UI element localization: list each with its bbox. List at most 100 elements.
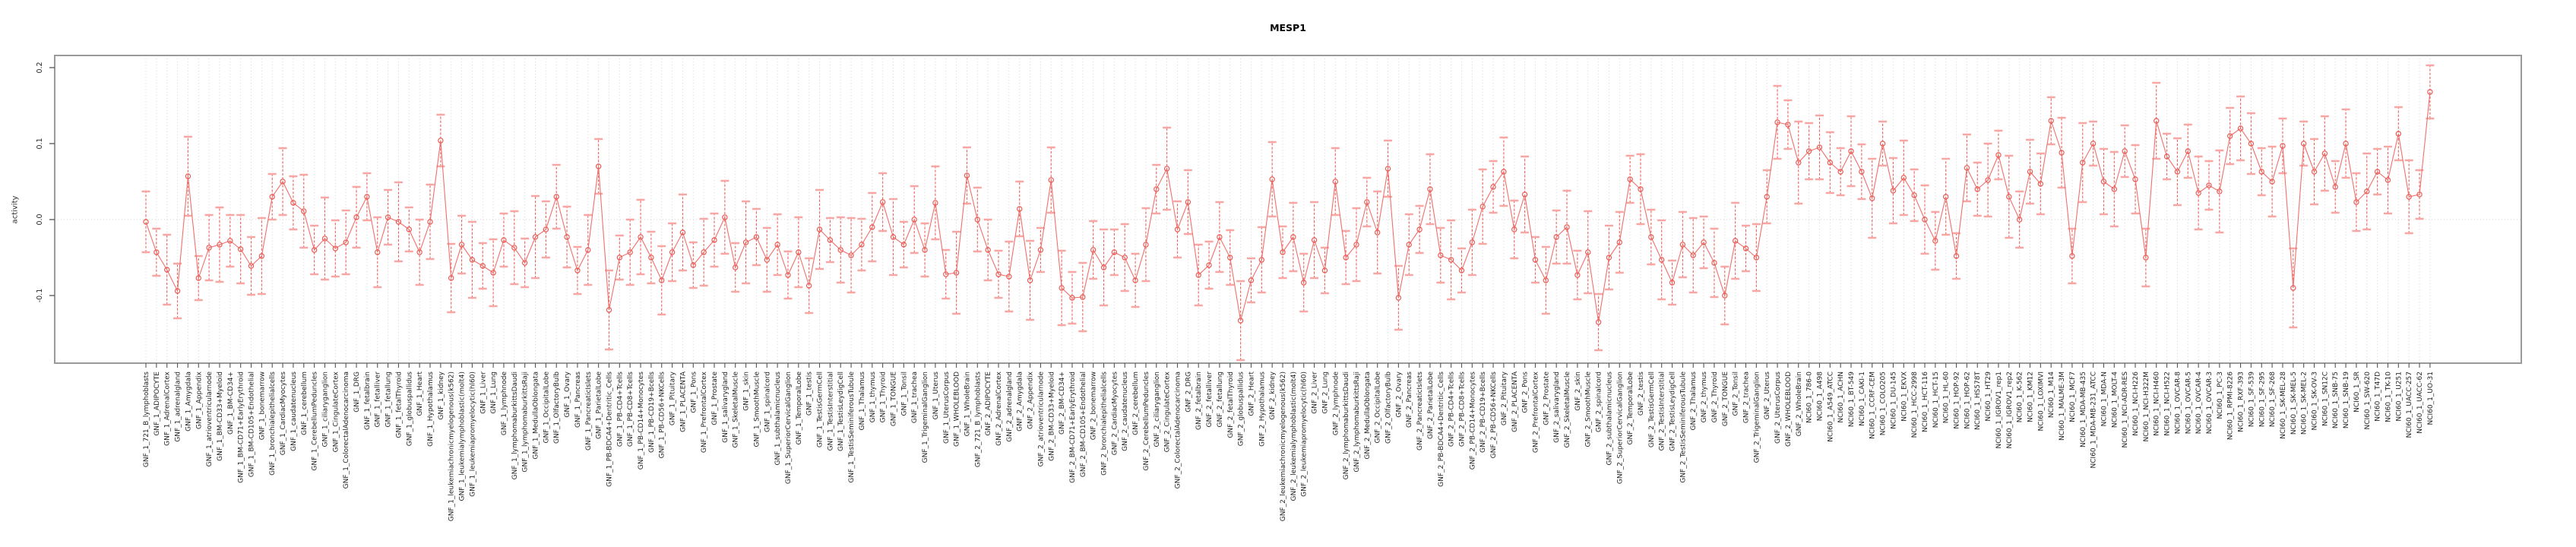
x-tick-label: GNF_2_PB-CD56+NKCells xyxy=(1490,372,1498,459)
x-tick-label: NCI60_1_ACHN xyxy=(1837,372,1845,423)
data-point-marker xyxy=(1638,186,1644,192)
data-point-marker xyxy=(1195,272,1201,278)
x-tick-label: GNF_2_PB-CD8+Tcells xyxy=(1459,372,1467,447)
x-tick-label: GNF_2_globuspallidus xyxy=(1238,372,1245,447)
data-point-marker xyxy=(816,226,823,232)
data-point-marker xyxy=(1154,186,1160,192)
data-point-marker xyxy=(2290,285,2296,291)
x-tick-label: GNF_1_lymphomaburkittsDaudi xyxy=(511,372,519,479)
data-point-marker xyxy=(974,217,981,223)
data-point-marker xyxy=(1069,295,1075,301)
data-point-marker xyxy=(2143,255,2149,261)
data-point-marker xyxy=(375,249,381,255)
data-point-marker xyxy=(796,249,802,255)
data-point-marker xyxy=(1543,277,1549,283)
data-point-marker xyxy=(1017,206,1023,212)
data-point-marker xyxy=(574,267,581,274)
data-point-marker xyxy=(1395,295,1402,301)
x-tick-label: NCI60_1_SF-295 xyxy=(2258,372,2266,427)
x-tick-label: GNF_2_721_B_lymphoblasts xyxy=(974,372,982,467)
data-point-marker xyxy=(2080,160,2086,166)
x-tick-label: GNF_2_spinalcord xyxy=(1596,372,1603,432)
data-point-marker xyxy=(2111,186,2118,192)
x-tick-label: GNF_2_PB-BDCA4+Dentritic_Cells xyxy=(1438,372,1445,487)
data-point-marker xyxy=(869,224,875,230)
x-tick-label: GNF_1_UterusCorpus xyxy=(943,372,951,444)
data-point-marker xyxy=(1879,141,1886,147)
data-point-marker xyxy=(521,260,528,266)
data-point-marker xyxy=(1301,280,1307,286)
x-tick-label: NCI60_1_CCRF-CEM xyxy=(1869,372,1877,439)
data-point-marker xyxy=(1764,194,1770,200)
x-tick-label: NCI60_1_SW-620 xyxy=(2364,372,2372,430)
x-tick-label: GNF_1_BM-CD71+EarlyErythroid xyxy=(238,372,245,483)
data-point-marker xyxy=(1206,262,1212,268)
x-tick-label: GNF_1_atrioventricularnode xyxy=(206,372,214,467)
x-tick-label: GNF_2_PLACENTA xyxy=(1511,371,1519,432)
data-point-marker xyxy=(2059,150,2065,156)
x-tick-label: GNF_2_WHOLEBLOOD xyxy=(1785,372,1793,447)
x-tick-label: GNF_2_Heart xyxy=(1248,372,1255,416)
x-tick-label: GNF_1_PrefrontalCortex xyxy=(701,371,708,453)
data-point-marker xyxy=(364,194,370,200)
x-tick-label: GNF_2_BM-CD34+ xyxy=(1059,372,1066,435)
data-point-marker xyxy=(2069,253,2075,259)
data-point-marker xyxy=(1532,257,1539,263)
x-tick-label: GNF_1_Appendix xyxy=(195,371,203,429)
data-point-marker xyxy=(1406,242,1412,248)
x-tick-label: GNF_2_lymphomaburkittsRaji xyxy=(1353,372,1361,473)
data-point-marker xyxy=(1553,234,1559,240)
x-tick-label: GNF_1_721_B_lymphoblasts xyxy=(143,372,150,467)
data-point-marker xyxy=(1837,169,1843,175)
data-point-marker xyxy=(890,234,897,240)
x-tick-label: NCI60_1_HS578T xyxy=(1974,372,1982,431)
data-point-marker xyxy=(1479,204,1486,210)
x-tick-label: GNF_2_skin xyxy=(1574,372,1582,411)
x-tick-label: GNF_1_thymus xyxy=(869,372,877,423)
data-point-marker xyxy=(638,234,644,240)
x-tick-label: NCI60_1_IGROV1_rep1 xyxy=(1995,372,2003,449)
data-point-marker xyxy=(2248,141,2255,147)
data-point-marker xyxy=(1469,239,1476,245)
data-point-marker xyxy=(153,249,160,255)
data-point-marker xyxy=(2037,181,2044,187)
x-tick-label: GNF_2_CerebellumPeduncles xyxy=(1143,372,1150,471)
x-tick-label: NCI60_1_TK-10 xyxy=(2385,372,2392,422)
x-tick-label: GNF_1_lymphnode xyxy=(501,372,508,436)
x-tick-label: GNF_1_ADIPOCYTE xyxy=(153,372,161,436)
data-point-marker xyxy=(2258,169,2264,175)
x-tick-label: GNF_2_lymphomaburkittsDaudi xyxy=(1343,372,1350,479)
x-tick-label: GNF_1_TONGUE xyxy=(890,372,897,426)
x-tick-label: GNF_2_Liver xyxy=(1312,372,1319,414)
x-tick-label: GNF_2_Pons xyxy=(1522,372,1530,413)
x-tick-label: GNF_1_ciliaryganglion xyxy=(321,372,329,447)
data-point-marker xyxy=(1100,264,1107,270)
x-tick-label: GNF_1_OccipitalLobe xyxy=(543,372,550,444)
data-point-marker xyxy=(269,194,275,200)
x-tick-label: GNF_2_MedullaOblongata xyxy=(1364,372,1372,460)
x-tick-label: GNF_2_TONGUE xyxy=(1722,372,1729,426)
data-point-marker xyxy=(321,236,328,242)
x-tick-label: GNF_2_PB-CD14+Monocytes xyxy=(1469,372,1476,470)
data-point-marker xyxy=(1985,177,1991,183)
x-tick-label: GNF_1_PB-CD56+NKCells xyxy=(659,372,666,459)
x-tick-label: GNF_1_PancreaticIslets xyxy=(585,372,593,451)
data-point-marker xyxy=(2321,150,2328,157)
x-tick-label: GNF_1_SmoothMuscle xyxy=(753,372,761,447)
x-tick-label: GNF_1_WHOLEBLOOD xyxy=(954,372,961,447)
x-tick-label: GNF_1_skin xyxy=(743,372,751,411)
data-point-marker xyxy=(679,229,686,236)
data-point-marker xyxy=(1816,144,1823,150)
x-tick-label: GNF_2_Pituitary xyxy=(1501,371,1508,425)
x-tick-label: GNF_1_Amygdala xyxy=(185,372,192,432)
data-point-marker xyxy=(648,255,654,261)
x-tick-label: GNF_1_Prostate xyxy=(711,372,719,425)
data-point-marker xyxy=(1711,260,1717,266)
x-tick-label: GNF_1_MedullaOblongata xyxy=(533,372,540,460)
data-point-marker xyxy=(669,249,676,255)
x-tick-label: GNF_1_DRG xyxy=(353,372,361,413)
x-tick-label: GNF_1_globuspallidus xyxy=(406,372,413,447)
x-tick-label: NCI60_1_SK-OV-3 xyxy=(2312,372,2319,431)
data-point-marker xyxy=(922,247,928,253)
